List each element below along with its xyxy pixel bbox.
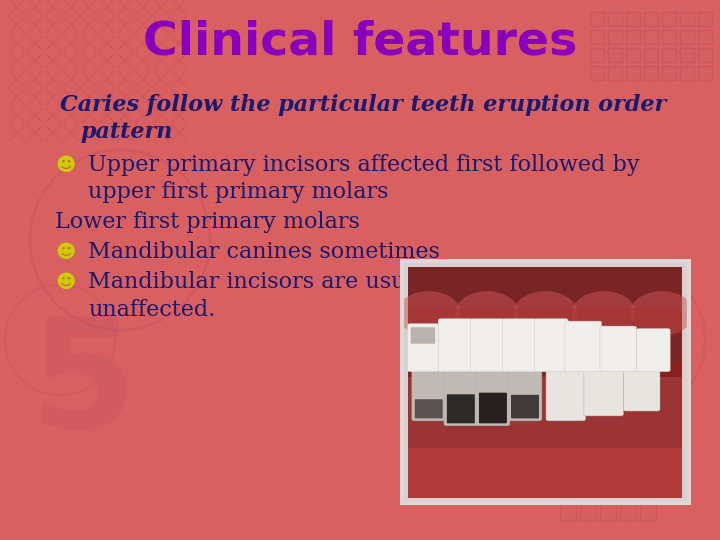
Bar <box>644 66 658 80</box>
FancyBboxPatch shape <box>534 319 568 372</box>
Bar <box>560 484 576 500</box>
Text: Mandibular incisors are usually: Mandibular incisors are usually <box>88 271 446 293</box>
Bar <box>626 30 640 44</box>
Text: 5: 5 <box>30 311 136 460</box>
Bar <box>560 504 576 520</box>
Bar <box>580 444 596 460</box>
FancyBboxPatch shape <box>503 319 536 372</box>
Bar <box>600 484 616 500</box>
Ellipse shape <box>455 291 519 335</box>
Bar <box>640 444 656 460</box>
Bar <box>590 12 604 26</box>
Bar <box>580 464 596 480</box>
Bar <box>580 484 596 500</box>
Ellipse shape <box>397 291 461 335</box>
Text: Lower first primary molars: Lower first primary molars <box>55 211 360 233</box>
Text: ☻: ☻ <box>55 156 76 174</box>
FancyBboxPatch shape <box>400 259 691 505</box>
FancyBboxPatch shape <box>565 321 602 372</box>
Bar <box>408 362 683 377</box>
Bar <box>698 48 712 62</box>
Bar <box>608 30 622 44</box>
Bar <box>626 48 640 62</box>
Bar <box>620 464 636 480</box>
Bar <box>680 66 694 80</box>
FancyBboxPatch shape <box>438 319 472 372</box>
Text: ☻: ☻ <box>55 242 76 261</box>
FancyBboxPatch shape <box>415 399 443 418</box>
Bar <box>640 484 656 500</box>
Bar <box>590 48 604 62</box>
Bar <box>600 464 616 480</box>
FancyBboxPatch shape <box>476 368 510 426</box>
Bar <box>620 504 636 520</box>
Bar <box>662 30 676 44</box>
Bar <box>644 30 658 44</box>
Bar <box>600 444 616 460</box>
FancyBboxPatch shape <box>508 368 542 421</box>
FancyBboxPatch shape <box>444 368 478 426</box>
Bar <box>408 308 683 333</box>
Bar <box>560 444 576 460</box>
Text: Caries follow the particular teeth eruption order: Caries follow the particular teeth erupt… <box>60 94 666 116</box>
Text: Clinical features: Clinical features <box>143 19 577 64</box>
Text: Mandibular canines sometimes: Mandibular canines sometimes <box>88 241 440 263</box>
FancyBboxPatch shape <box>511 395 539 418</box>
Bar <box>662 12 676 26</box>
Text: ☻: ☻ <box>55 273 76 292</box>
Bar <box>408 267 683 362</box>
Ellipse shape <box>630 291 694 335</box>
Bar <box>662 48 676 62</box>
Bar <box>560 464 576 480</box>
Bar <box>698 66 712 80</box>
Bar <box>626 12 640 26</box>
Bar <box>626 66 640 80</box>
Bar <box>608 66 622 80</box>
Ellipse shape <box>513 291 577 335</box>
Text: upper first primary molars: upper first primary molars <box>88 181 389 203</box>
Ellipse shape <box>572 291 636 335</box>
Bar <box>680 12 694 26</box>
FancyBboxPatch shape <box>412 368 446 421</box>
FancyBboxPatch shape <box>410 327 435 344</box>
FancyBboxPatch shape <box>636 328 670 372</box>
FancyBboxPatch shape <box>600 326 636 372</box>
Bar <box>640 504 656 520</box>
Bar <box>640 464 656 480</box>
Text: unaffected.: unaffected. <box>88 299 215 321</box>
Text: pattern: pattern <box>80 121 172 143</box>
Bar <box>680 48 694 62</box>
Bar <box>608 48 622 62</box>
Bar <box>600 504 616 520</box>
Bar <box>644 48 658 62</box>
Bar <box>680 30 694 44</box>
FancyBboxPatch shape <box>624 368 660 411</box>
FancyBboxPatch shape <box>546 368 585 421</box>
Bar <box>620 444 636 460</box>
Text: Upper primary incisors affected first followed by: Upper primary incisors affected first fo… <box>88 154 639 176</box>
Bar <box>590 66 604 80</box>
FancyBboxPatch shape <box>479 393 507 423</box>
Bar <box>408 448 683 497</box>
Bar <box>608 12 622 26</box>
FancyBboxPatch shape <box>447 394 474 423</box>
Bar <box>698 12 712 26</box>
Bar <box>580 504 596 520</box>
Bar <box>620 484 636 500</box>
FancyBboxPatch shape <box>408 323 438 372</box>
FancyBboxPatch shape <box>584 368 624 416</box>
Bar <box>644 12 658 26</box>
Bar <box>698 30 712 44</box>
FancyBboxPatch shape <box>470 319 504 372</box>
Bar <box>590 30 604 44</box>
Bar <box>662 66 676 80</box>
